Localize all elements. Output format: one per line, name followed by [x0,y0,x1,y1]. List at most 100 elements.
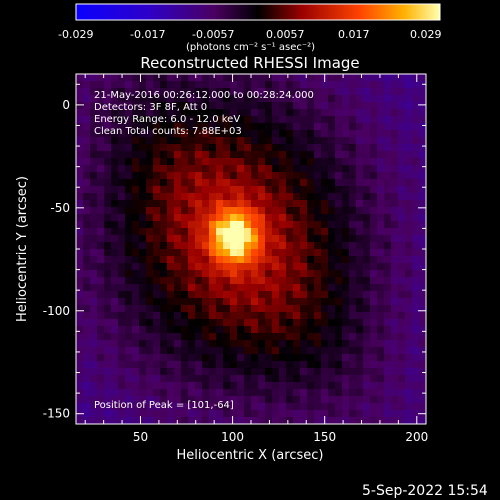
heatmap-cell [377,375,385,383]
heatmap-cell [377,417,385,424]
colorbar-units: (photons cm⁻² s⁻¹ asec⁻²) [186,42,315,53]
heatmap-cell [195,382,203,390]
heatmap-cell [321,277,329,285]
heatmap-cell [307,368,315,376]
heatmap-cell [146,158,154,166]
heatmap-cell [160,347,168,355]
heatmap-cell [293,221,301,229]
heatmap-cell [314,207,322,215]
heatmap-cell [209,368,217,376]
heatmap-cell [97,200,105,208]
heatmap-cell [216,291,224,299]
heatmap-cell [202,326,210,334]
heatmap-cell [97,130,105,138]
heatmap-cell [356,382,364,390]
heatmap-cell [90,95,98,103]
heatmap-cell [335,207,343,215]
heatmap-cell [300,368,308,376]
heatmap-cell [195,172,203,180]
heatmap-cell [265,144,273,152]
heatmap-cell [321,242,329,250]
heatmap-cell [167,396,175,404]
heatmap-cell [258,340,266,348]
heatmap-cell [335,151,343,159]
heatmap-cell [111,144,119,152]
heatmap-cell [125,326,133,334]
heatmap-cell [111,81,119,89]
heatmap-cell [405,95,413,103]
heatmap-cell [405,417,413,424]
heatmap-cell [272,263,280,271]
heatmap-cell [104,396,112,404]
heatmap-cell [104,256,112,264]
heatmap-cell [307,312,315,320]
heatmap-cell [181,284,189,292]
heatmap-cell [139,403,147,411]
heatmap-cell [363,228,371,236]
heatmap-cell [370,193,378,201]
heatmap-cell [195,214,203,222]
heatmap-cell [216,74,224,82]
heatmap-cell [97,151,105,159]
heatmap-cell [188,214,196,222]
heatmap-cell [356,88,364,96]
heatmap-cell [90,410,98,418]
heatmap-cell [265,291,273,299]
heatmap-cell [398,312,406,320]
heatmap-cell [160,305,168,313]
heatmap-cell [139,116,147,124]
heatmap-cell [265,214,273,222]
heatmap-cell [76,249,84,257]
heatmap-cell [335,340,343,348]
heatmap-cell [104,200,112,208]
heatmap-cell [118,389,126,397]
heatmap-cell [97,284,105,292]
heatmap-cell [237,151,245,159]
heatmap-cell [286,375,294,383]
heatmap-cell [293,81,301,89]
heatmap-cell [328,95,336,103]
heatmap-cell [300,81,308,89]
heatmap-cell [412,403,420,411]
heatmap-cell [97,95,105,103]
heatmap-cell [363,193,371,201]
heatmap-cell [419,340,426,348]
heatmap-cell [286,396,294,404]
heatmap-cell [90,270,98,278]
heatmap-cell [321,102,329,110]
heatmap-cell [370,270,378,278]
heatmap-cell [167,158,175,166]
heatmap-cell [111,382,119,390]
heatmap-cell [230,284,238,292]
heatmap-cell [356,333,364,341]
heatmap-cell [321,361,329,369]
heatmap-cell [363,130,371,138]
heatmap-cell [356,375,364,383]
heatmap-cell [342,200,350,208]
heatmap-cell [279,389,287,397]
heatmap-cell [174,116,182,124]
heatmap-cell [321,340,329,348]
heatmap-cell [412,354,420,362]
heatmap-cell [223,347,231,355]
heatmap-cell [146,291,154,299]
heatmap-cell [349,347,357,355]
heatmap-cell [132,102,140,110]
heatmap-cell [419,123,426,131]
heatmap-cell [118,186,126,194]
heatmap-cell [216,235,224,243]
heatmap-cell [349,277,357,285]
heatmap-cell [111,228,119,236]
heatmap-cell [244,151,252,159]
heatmap-cell [139,165,147,173]
heatmap-cell [216,81,224,89]
heatmap-cell [153,396,161,404]
heatmap-cell [76,81,84,89]
heatmap-cell [139,200,147,208]
heatmap-cell [405,284,413,292]
heatmap-cell [384,179,392,187]
heatmap-cell [328,263,336,271]
heatmap-cell [370,158,378,166]
heatmap-cell [265,172,273,180]
heatmap-cell [244,242,252,250]
